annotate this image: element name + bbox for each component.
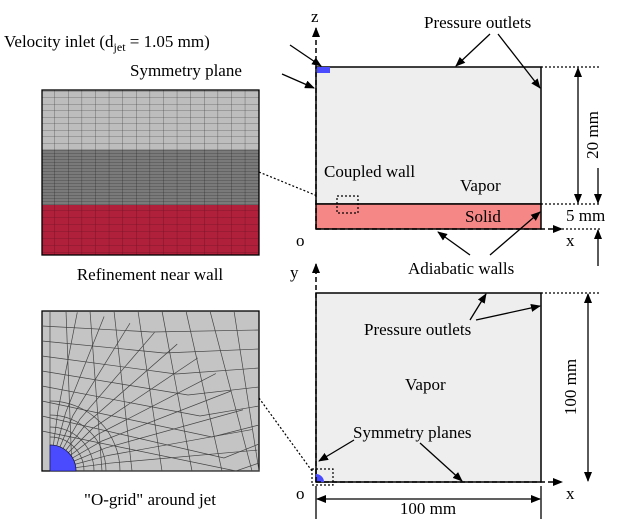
- mesh-line: [41, 400, 260, 438]
- label: Coupled wall: [324, 162, 415, 181]
- axis-label: o: [296, 231, 305, 250]
- mesh-line: [41, 385, 260, 417]
- axis-label: y: [290, 263, 299, 282]
- caption: Refinement near wall: [77, 265, 224, 284]
- mesh-line: [41, 415, 260, 459]
- pointer: [497, 33, 541, 89]
- pointer: [489, 211, 541, 256]
- mesh-line: [49, 400, 121, 472]
- label: Vapor: [405, 375, 446, 394]
- ogrid-mesh: [41, 310, 260, 472]
- refinement-mesh: [41, 89, 260, 256]
- mesh-line: [233, 310, 260, 472]
- mesh-line: [161, 310, 193, 472]
- pointer: [469, 293, 487, 321]
- pointer: [475, 304, 541, 321]
- mesh-line: [41, 370, 260, 396]
- pointer: [455, 33, 491, 67]
- label: Symmetry plane: [130, 61, 242, 80]
- vapor-domain: [315, 66, 542, 205]
- pointer: [437, 231, 471, 256]
- pointer: [318, 439, 355, 462]
- dimension: 5 mm: [566, 206, 605, 225]
- label: Vapor: [460, 176, 501, 195]
- mesh-line: [41, 355, 260, 375]
- inlet: [317, 67, 330, 73]
- zoom-connector: [258, 397, 313, 472]
- label: Velocity inlet (djet = 1.05 mm): [4, 32, 210, 54]
- label: Pressure outlets: [424, 13, 531, 32]
- label: Symmetry planes: [353, 423, 472, 442]
- pointer: [419, 442, 463, 482]
- solid-domain: [315, 203, 542, 230]
- label-subscript: jet: [113, 40, 127, 54]
- mesh-line: [137, 310, 163, 472]
- label: Pressure outlets: [364, 320, 471, 339]
- axis-label: x: [566, 484, 575, 503]
- mesh-line: [49, 414, 107, 472]
- label: Solid: [465, 207, 501, 226]
- pointer: [289, 44, 322, 67]
- mesh-line: [185, 310, 223, 472]
- mesh-line: [41, 430, 260, 472]
- mesh-line: [209, 310, 253, 472]
- dimension: 100 mm: [561, 359, 580, 415]
- zoom-box: [336, 195, 359, 214]
- label-part: Velocity inlet (d: [4, 32, 114, 51]
- mesh-line: [89, 310, 103, 472]
- dimension: 100 mm: [400, 499, 456, 518]
- axis-label: x: [566, 231, 575, 250]
- caption: "O-grid" around jet: [84, 490, 216, 509]
- dimension: 20 mm: [583, 111, 602, 159]
- mesh-line: [113, 310, 133, 472]
- mesh-line: [41, 325, 260, 333]
- mesh-line: [49, 426, 95, 472]
- axis-label: z: [311, 7, 319, 26]
- label: Adiabatic walls: [408, 259, 514, 278]
- zoom-box: [311, 468, 334, 486]
- mesh-line: [41, 340, 260, 354]
- pointer: [281, 73, 315, 89]
- mesh-line: [49, 436, 85, 472]
- axis-label: o: [296, 484, 305, 503]
- label-part: = 1.05 mm): [126, 32, 210, 51]
- inlet: [316, 474, 324, 482]
